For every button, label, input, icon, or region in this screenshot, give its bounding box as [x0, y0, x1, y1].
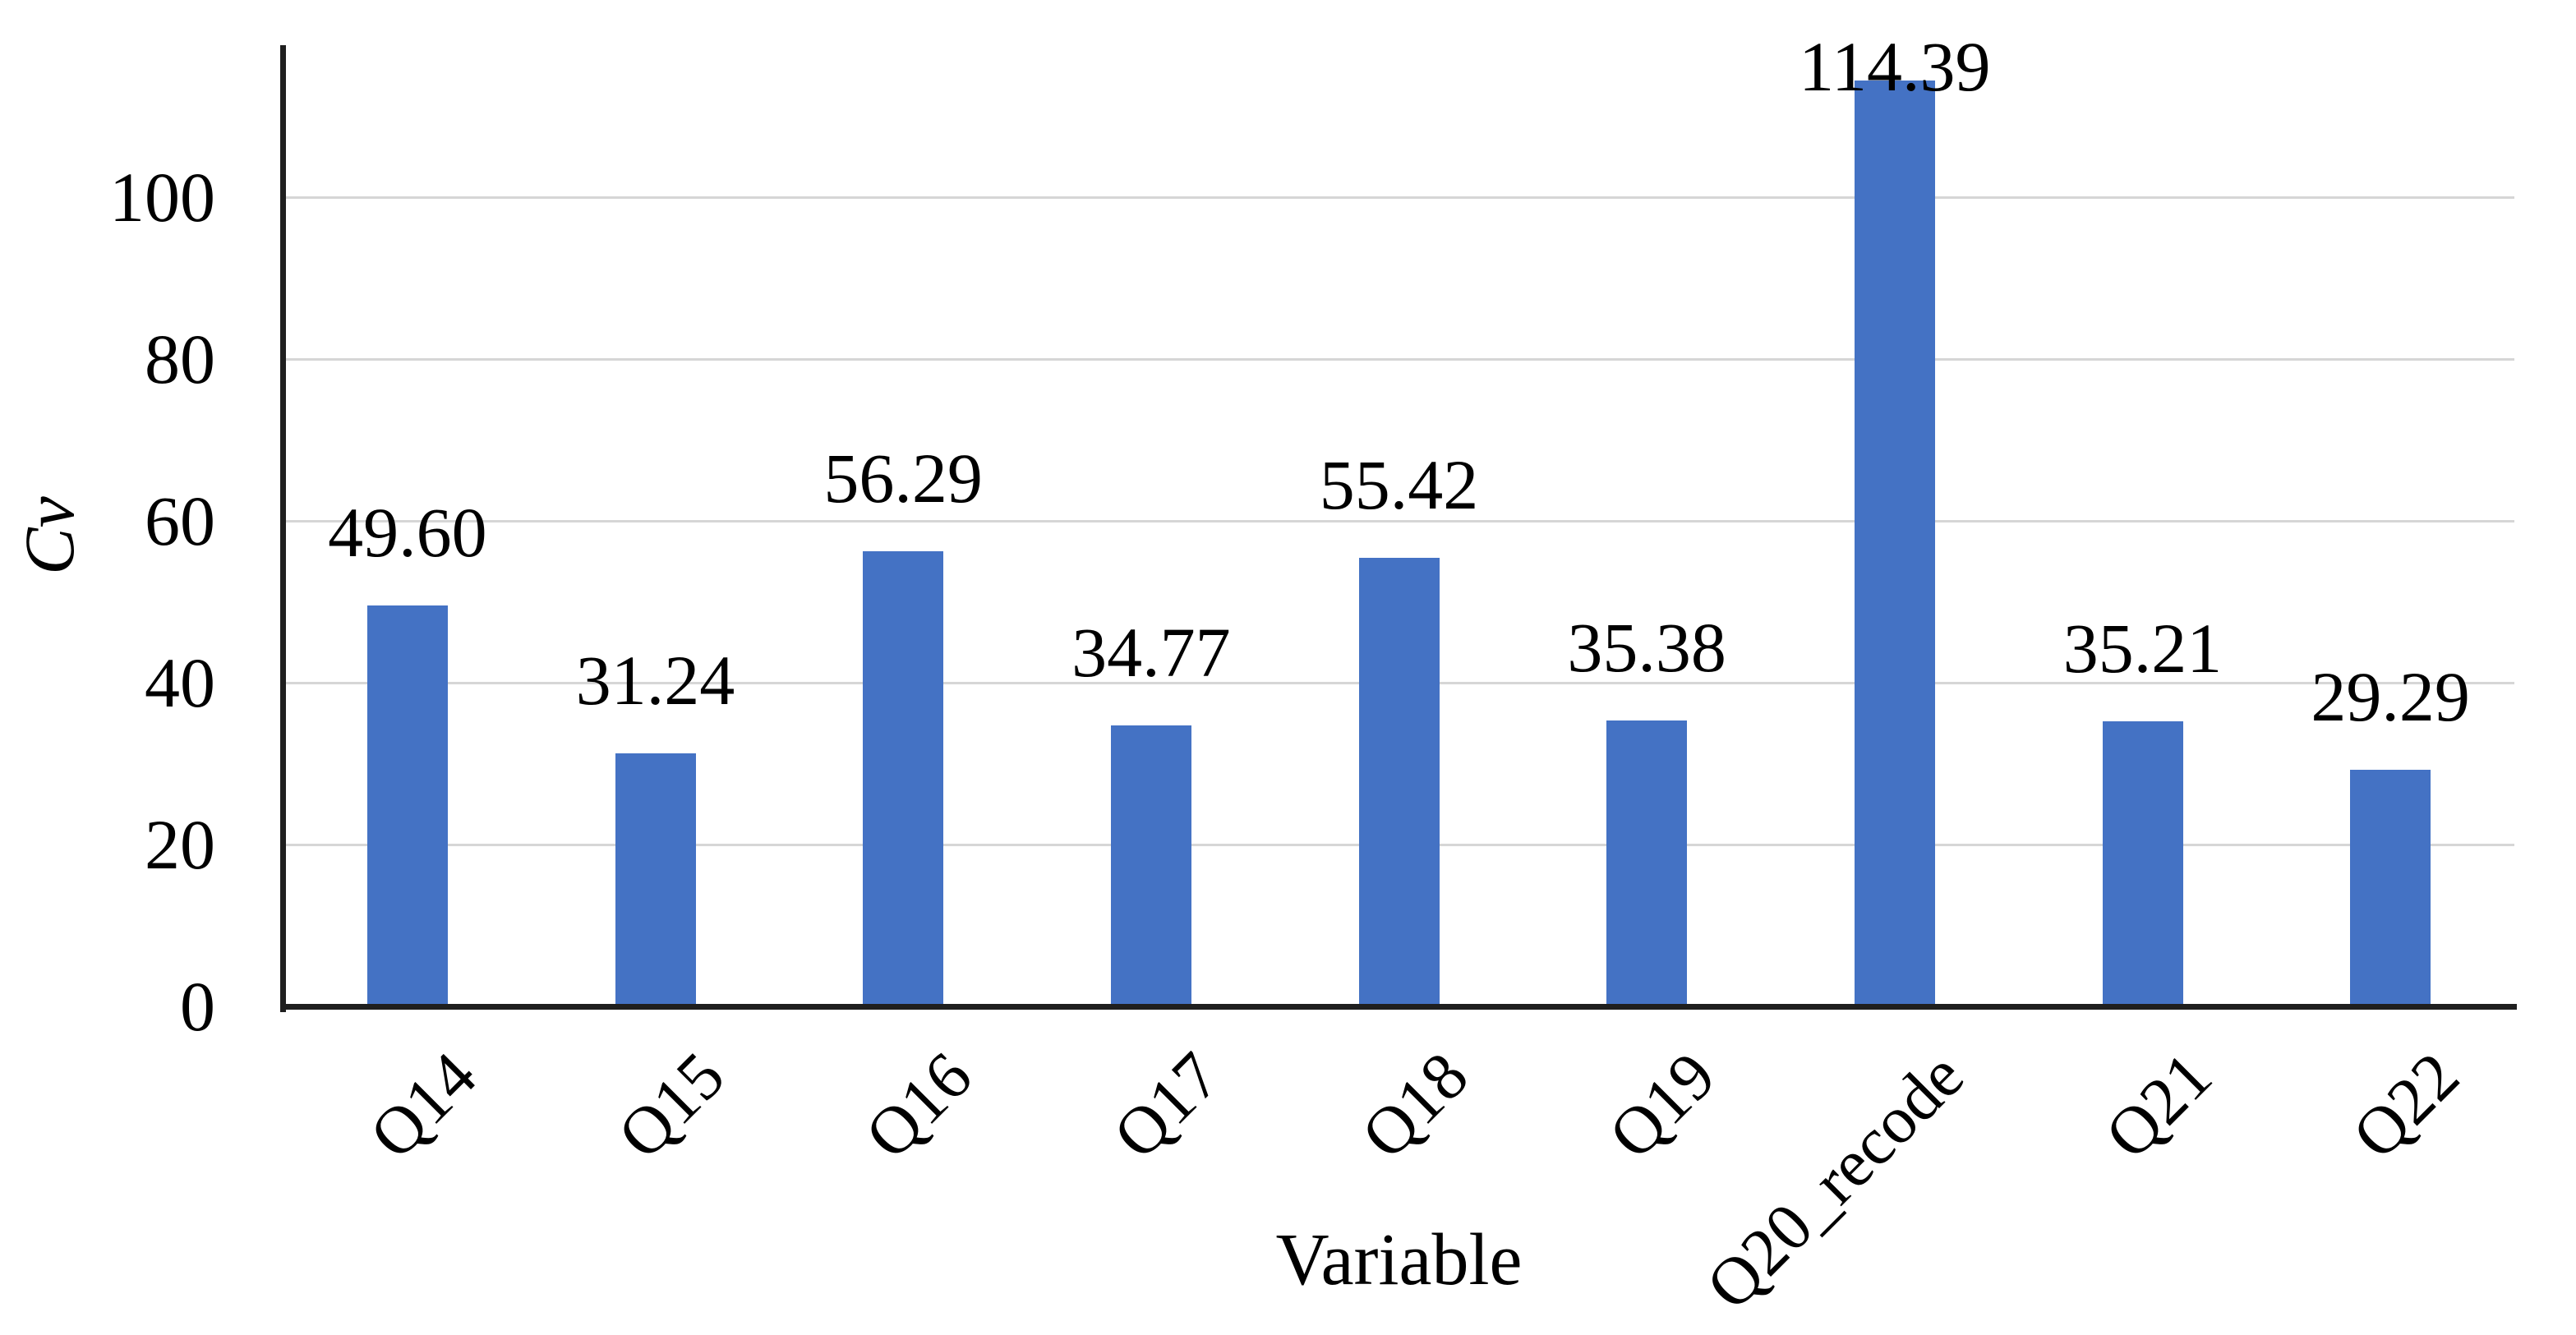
- bar-value-label: 114.39: [1799, 27, 1991, 106]
- x-axis-line: [280, 1004, 2517, 1010]
- bar-Q22: [2350, 769, 2431, 1006]
- bar-Q15: [615, 753, 696, 1006]
- y-axis-line: [280, 45, 286, 1012]
- bar-Q17: [1110, 725, 1191, 1006]
- y-tick-label: 0: [180, 967, 215, 1046]
- bar-value-label: 35.38: [1567, 607, 1726, 687]
- bar-value-label: 34.77: [1071, 612, 1231, 692]
- plot-area: 49.60 31.24 56.29 34.77 55.42 35.38 114.39 35.2…: [283, 27, 2514, 1006]
- gridline: [283, 357, 2514, 361]
- bar-Q16: [863, 550, 944, 1006]
- bar-value-label: 35.21: [2062, 609, 2223, 688]
- gridline: [283, 196, 2514, 199]
- y-tick-label: 20: [145, 805, 215, 885]
- y-tick-label: 100: [109, 158, 215, 237]
- y-tick-label: 80: [145, 320, 215, 399]
- x-axis-title: Variable: [1275, 1219, 1523, 1300]
- y-tick-label: 60: [145, 481, 215, 561]
- bar-value-label: 55.42: [1319, 445, 1479, 525]
- bar-Q14: [366, 605, 448, 1006]
- gridline: [283, 519, 2514, 522]
- bar-value-label: 29.29: [2311, 656, 2470, 736]
- bar-Q21: [2102, 721, 2183, 1006]
- bar-Q19: [1606, 720, 1688, 1006]
- bar-Q18: [1358, 558, 1440, 1006]
- bar-value-label: 49.60: [328, 492, 487, 572]
- y-tick-label: 40: [145, 643, 215, 723]
- bar-value-label: 56.29: [823, 438, 983, 518]
- bar-Q20_recode: [1854, 81, 1935, 1006]
- bar-value-label: 31.24: [575, 641, 735, 720]
